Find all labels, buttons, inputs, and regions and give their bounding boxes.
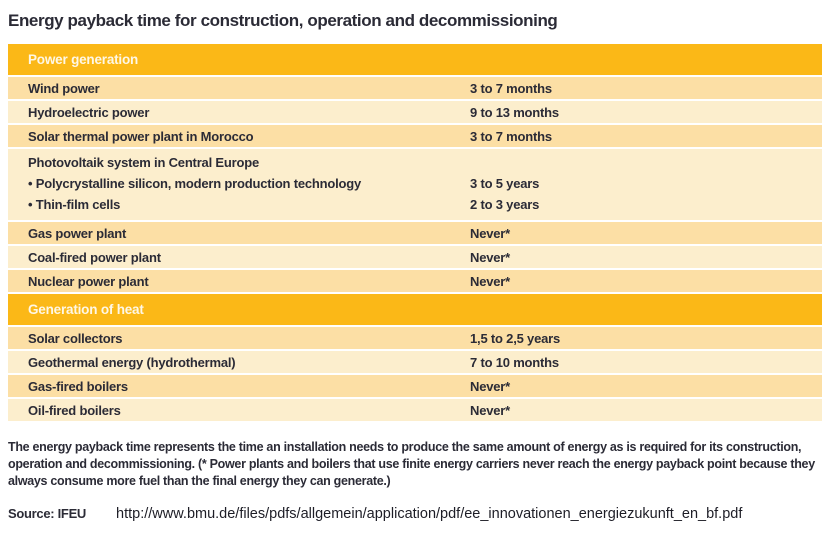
- energy-payback-table: Power generation Wind power 3 to 7 month…: [8, 44, 822, 421]
- photovoltaik-title-line: Photovoltaik system in Central Europe: [8, 152, 822, 173]
- row-value: 7 to 10 months: [470, 354, 559, 370]
- row-label: Photovoltaik system in Central Europe: [28, 155, 259, 170]
- row-label: Gas power plant: [28, 225, 127, 241]
- row-value: 3 to 7 months: [470, 128, 552, 144]
- section-header-generation-of-heat: Generation of heat: [8, 294, 822, 325]
- row-label: Solar collectors: [28, 330, 123, 346]
- row-oil-fired-boilers: Oil-fired boilers Never*: [8, 399, 822, 421]
- source-row: Source: IFEU http://www.bmu.de/files/pdf…: [8, 506, 822, 522]
- row-label: • Polycrystalline silicon, modern produc…: [28, 176, 362, 191]
- row-value: 1,5 to 2,5 years: [470, 330, 561, 346]
- photovoltaik-sub-polycrystalline: • Polycrystalline silicon, modern produc…: [8, 173, 822, 194]
- row-label: Solar thermal power plant in Morocco: [28, 128, 254, 144]
- row-value: 9 to 13 months: [470, 104, 559, 120]
- row-label: Geothermal energy (hydrothermal): [28, 354, 236, 370]
- row-value: Never*: [470, 273, 510, 289]
- row-value: Never*: [470, 225, 510, 241]
- row-gas-fired-boilers: Gas-fired boilers Never*: [8, 375, 822, 397]
- row-value: 3 to 5 years: [470, 176, 540, 191]
- row-label: Gas-fired boilers: [28, 378, 128, 394]
- row-coal-fired-power-plant: Coal-fired power plant Never*: [8, 246, 822, 268]
- row-nuclear-power-plant: Nuclear power plant Never*: [8, 270, 822, 292]
- row-value: 2 to 3 years: [470, 197, 540, 212]
- row-label: Nuclear power plant: [28, 273, 149, 289]
- source-url-link[interactable]: http://www.bmu.de/files/pdfs/allgemein/a…: [116, 506, 743, 522]
- row-solar-collectors: Solar collectors 1,5 to 2,5 years: [8, 327, 822, 349]
- row-label: • Thin-film cells: [28, 197, 121, 212]
- row-photovoltaik-system: Photovoltaik system in Central Europe • …: [8, 149, 822, 220]
- photovoltaik-sub-thin-film: • Thin-film cells 2 to 3 years: [8, 194, 822, 215]
- source-label: Source: IFEU: [8, 506, 87, 521]
- row-label: Oil-fired boilers: [28, 402, 121, 418]
- row-value: 3 to 7 months: [470, 80, 552, 96]
- row-value: Never*: [470, 378, 510, 394]
- section-header-label: Generation of heat: [28, 302, 144, 317]
- row-label: Coal-fired power plant: [28, 249, 161, 265]
- row-label: Hydroelectric power: [28, 104, 150, 120]
- section-header-label: Power generation: [28, 52, 139, 67]
- footnote-text: The energy payback time represents the t…: [8, 440, 815, 488]
- row-solar-thermal-morocco: Solar thermal power plant in Morocco 3 t…: [8, 125, 822, 147]
- row-value: Never*: [470, 402, 510, 418]
- row-geothermal-energy: Geothermal energy (hydrothermal) 7 to 10…: [8, 351, 822, 373]
- row-label: Wind power: [28, 80, 100, 96]
- section-header-power-generation: Power generation: [8, 44, 822, 75]
- page-title: Energy payback time for construction, op…: [8, 11, 558, 30]
- row-wind-power: Wind power 3 to 7 months: [8, 77, 822, 99]
- row-value: Never*: [470, 249, 510, 265]
- row-hydroelectric-power: Hydroelectric power 9 to 13 months: [8, 101, 822, 123]
- row-gas-power-plant: Gas power plant Never*: [8, 222, 822, 244]
